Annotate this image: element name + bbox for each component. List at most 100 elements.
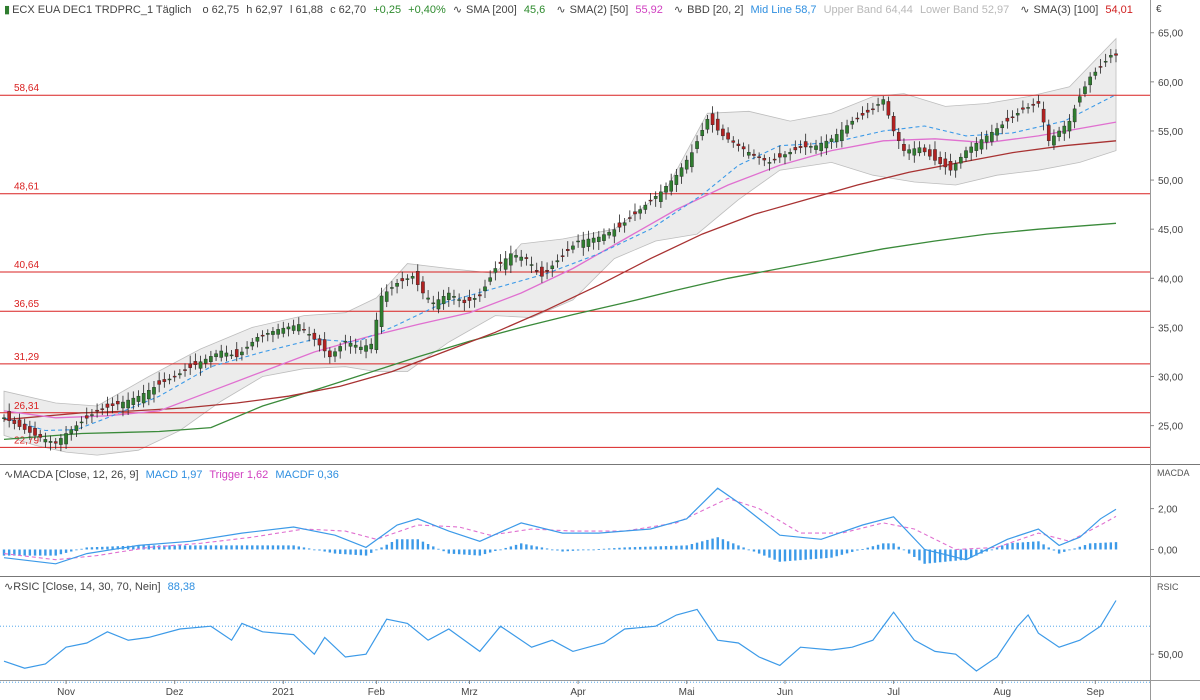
candle <box>1036 95 1041 108</box>
month-tick-label: Jun <box>777 687 793 698</box>
candle <box>565 241 570 257</box>
indicator-wave-icon: ∿ <box>4 581 14 593</box>
price-panel[interactable]: 58,64 48,61 40,64 36,65 31,29 26,31 22,79 <box>0 37 1150 456</box>
macdf-bar <box>1021 542 1025 550</box>
support-label: 36,65 <box>14 299 39 310</box>
macd-legend[interactable]: ∿MACDA [Close, 12, 26, 9] MACD 1,97 Trig… <box>4 469 339 481</box>
macdf-bar <box>882 543 885 550</box>
candle <box>772 153 777 164</box>
macdf-bar <box>18 549 21 556</box>
macdf-bar <box>830 549 833 558</box>
macdf-bar <box>1083 545 1087 550</box>
candle <box>7 403 11 428</box>
macdf-bar <box>256 545 259 550</box>
candle <box>576 234 580 248</box>
macdf-bar <box>13 549 16 556</box>
rsi-panel[interactable] <box>0 600 1150 683</box>
macdf-bar <box>80 548 83 550</box>
candle <box>819 136 823 157</box>
macdf-bar <box>716 537 719 550</box>
macdf-bar <box>695 542 699 550</box>
macdf-bar <box>628 547 632 550</box>
rsi-level-lines <box>0 625 1150 683</box>
macdf-bar <box>235 545 238 550</box>
macdf-bar <box>447 549 450 554</box>
candle <box>876 97 880 113</box>
bollinger-band-area <box>3 37 1117 456</box>
candle <box>1052 129 1056 150</box>
sma200-legend[interactable]: ∿ SMA [200] 45,6 <box>452 4 546 16</box>
candle <box>317 334 322 352</box>
macdf-bar <box>649 546 652 550</box>
candle <box>778 145 782 163</box>
macdf-bar <box>763 549 766 556</box>
macdf-bar <box>747 549 750 551</box>
macdf-bar <box>416 539 419 550</box>
macdf-bar <box>75 549 78 551</box>
macdf-bar <box>442 549 445 552</box>
support-label: 31,29 <box>14 352 39 363</box>
sma50-legend[interactable]: ∿ SMA(2) [50] 55,92 <box>556 4 663 16</box>
candle <box>865 103 870 119</box>
close-value: c 62,70 <box>330 4 367 16</box>
macdf-bar <box>618 547 621 550</box>
macdf-histogram <box>2 537 1118 564</box>
candle <box>746 144 751 159</box>
candle <box>141 384 146 408</box>
candle <box>379 287 384 334</box>
macdf-bar <box>954 549 957 561</box>
macdf-bar <box>732 543 735 550</box>
candle <box>586 230 591 252</box>
candle <box>431 295 436 311</box>
candle <box>907 144 911 161</box>
macdf-bar <box>1078 546 1081 550</box>
macdf-bar <box>757 549 761 554</box>
candle <box>545 262 549 280</box>
macdf-bar <box>1057 549 1061 554</box>
macdf-bar <box>313 549 316 551</box>
macdf-bar <box>1052 549 1056 551</box>
candle <box>240 347 244 361</box>
macdf-bar <box>116 546 119 550</box>
candle <box>359 340 363 354</box>
candle <box>498 254 503 272</box>
macdf-bar <box>514 544 518 550</box>
macdf-bar <box>871 546 875 550</box>
macdf-bar <box>607 548 611 550</box>
macdf-bar <box>545 548 549 550</box>
candle <box>441 289 446 310</box>
sma100-line <box>3 140 1117 421</box>
rsi-legend[interactable]: ∿RSIC [Close, 14, 30, 70, Nein] 88,38 <box>4 581 196 593</box>
month-tick-label: Dez <box>166 687 184 698</box>
macd-panel-axis-label: MACDA <box>1157 468 1190 478</box>
macd-tick-label: 0,00 <box>1158 545 1178 556</box>
candle <box>426 290 430 304</box>
sma100-legend[interactable]: ∿ SMA(3) [100] 54,01 <box>1020 4 1133 16</box>
rsi-value: 88,38 <box>167 581 196 593</box>
bbd-legend[interactable]: ∿ BBD [20, 2] Mid Line 58,7 Upper Band 64… <box>673 4 1010 16</box>
macdf-bar <box>59 549 63 555</box>
candle <box>1103 53 1108 67</box>
candle <box>886 96 891 119</box>
month-tick-label: Aug <box>993 687 1011 698</box>
candle <box>126 392 130 415</box>
indicator-wave-icon: ∿ <box>4 469 14 481</box>
candle <box>74 421 79 437</box>
price-legend: ▮ ECX EUA DEC1 TRDPRC_1 Täglich o 62,75 h… <box>4 4 1141 17</box>
sma200-line <box>3 222 1117 441</box>
candle <box>421 276 425 300</box>
candle <box>974 137 979 158</box>
macdf-bar <box>1063 549 1066 552</box>
macdf-bar <box>1016 542 1019 550</box>
candle <box>260 330 265 343</box>
macdf-bar <box>845 549 849 554</box>
macdf-bar <box>582 549 585 551</box>
macd-value: MACD 1,97 <box>145 469 203 481</box>
macdf-bar <box>856 549 859 551</box>
candle <box>152 381 156 403</box>
macd-panel[interactable] <box>2 487 1118 565</box>
candle <box>850 116 855 130</box>
macdf-bar <box>463 549 466 555</box>
candle <box>369 338 374 354</box>
candle <box>1114 49 1118 63</box>
